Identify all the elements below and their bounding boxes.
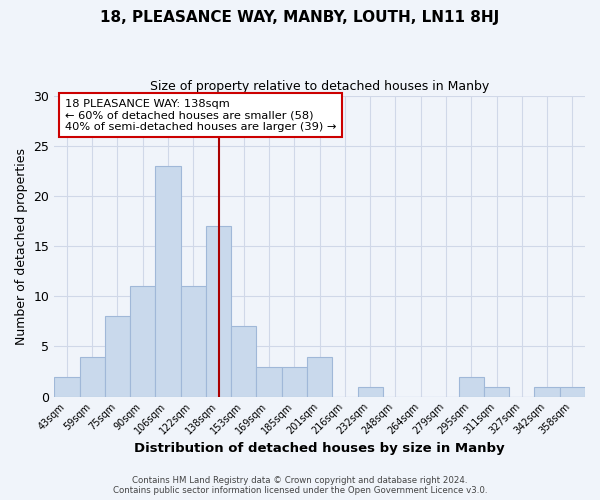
Text: Contains HM Land Registry data © Crown copyright and database right 2024.
Contai: Contains HM Land Registry data © Crown c… xyxy=(113,476,487,495)
Y-axis label: Number of detached properties: Number of detached properties xyxy=(15,148,28,344)
Bar xyxy=(535,386,560,396)
Bar xyxy=(458,376,484,396)
Bar xyxy=(560,386,585,396)
Bar xyxy=(231,326,256,396)
Bar xyxy=(206,226,231,396)
Bar xyxy=(256,366,282,396)
Bar xyxy=(181,286,206,397)
Bar xyxy=(54,376,80,396)
Text: 18 PLEASANCE WAY: 138sqm
← 60% of detached houses are smaller (58)
40% of semi-d: 18 PLEASANCE WAY: 138sqm ← 60% of detach… xyxy=(65,98,336,132)
Text: 18, PLEASANCE WAY, MANBY, LOUTH, LN11 8HJ: 18, PLEASANCE WAY, MANBY, LOUTH, LN11 8H… xyxy=(100,10,500,25)
Bar xyxy=(282,366,307,396)
Bar xyxy=(155,166,181,396)
Bar xyxy=(358,386,383,396)
Bar xyxy=(307,356,332,397)
X-axis label: Distribution of detached houses by size in Manby: Distribution of detached houses by size … xyxy=(134,442,505,455)
Bar xyxy=(484,386,509,396)
Bar xyxy=(105,316,130,396)
Bar xyxy=(130,286,155,397)
Title: Size of property relative to detached houses in Manby: Size of property relative to detached ho… xyxy=(150,80,489,93)
Bar xyxy=(80,356,105,397)
